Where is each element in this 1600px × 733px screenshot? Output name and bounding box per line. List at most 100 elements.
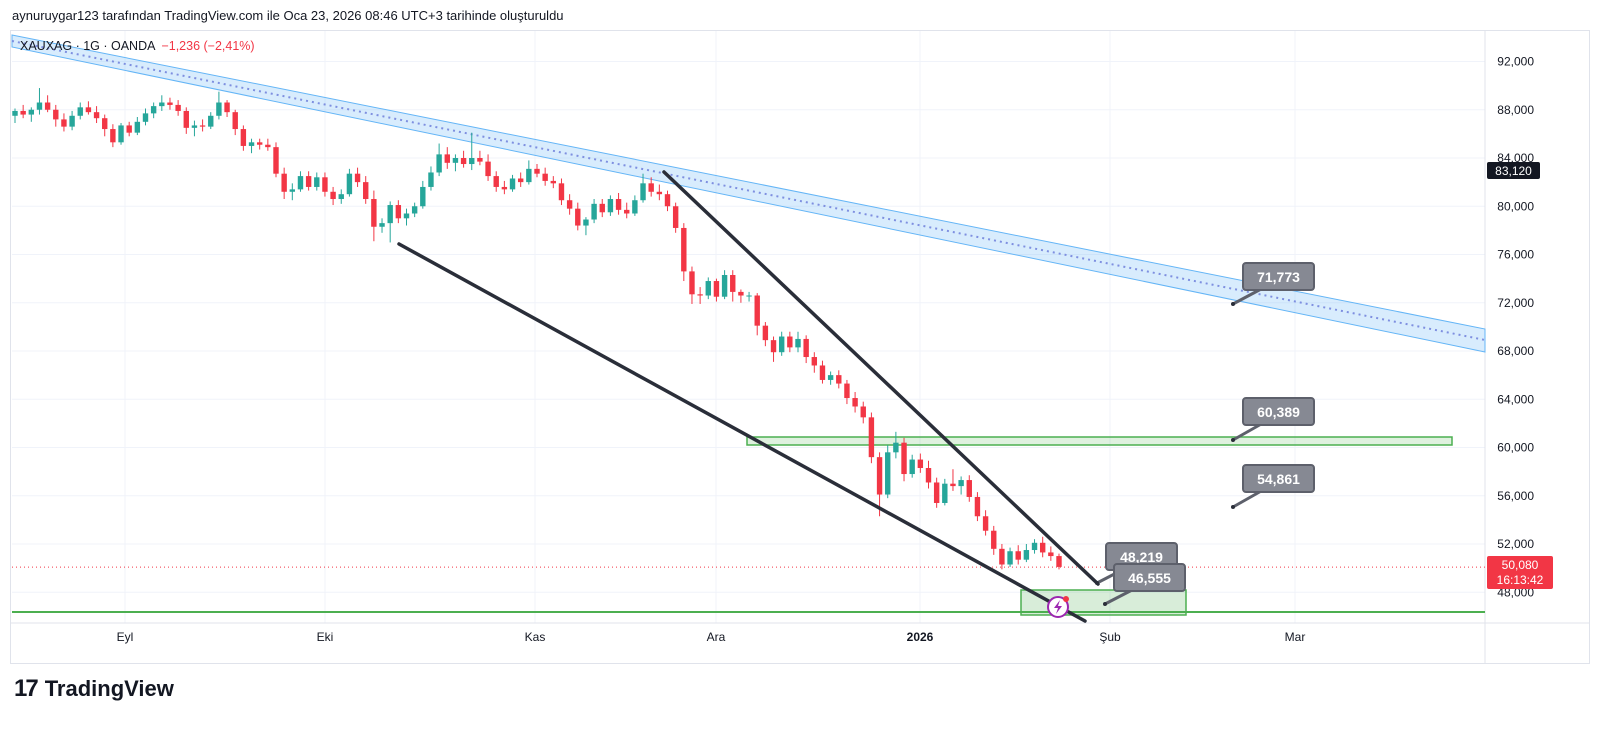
callout-text: 71,773 <box>1257 269 1300 285</box>
countdown-text: 16:13:42 <box>1497 573 1544 587</box>
symbol-legend[interactable]: XAUXAG · 1G · OANDA −1,236 (−2,41%) <box>20 39 255 53</box>
candle-body <box>517 178 524 183</box>
x-tick-label: 2026 <box>907 630 934 644</box>
callout-text: 54,861 <box>1257 471 1300 487</box>
channel-midline <box>11 40 1486 341</box>
tradingview-brand[interactable]: 17 TradingView <box>14 675 174 703</box>
candle-body <box>624 209 630 214</box>
candle-body <box>991 530 997 549</box>
candle-body <box>640 183 646 201</box>
candle-body <box>248 142 255 146</box>
candle-body <box>566 200 573 209</box>
channel-price-label: 83,120 <box>1487 162 1540 179</box>
callout-box <box>1242 464 1315 493</box>
channel-band <box>11 34 1486 353</box>
callout-anchor <box>1231 438 1235 442</box>
callout-anchor <box>1231 505 1235 509</box>
callout-box <box>1242 397 1315 426</box>
candle-body <box>599 203 605 213</box>
x-tick-label: Eki <box>317 630 334 644</box>
candle-body <box>1039 542 1046 553</box>
candle-body <box>1048 552 1054 557</box>
y-tick-label: 68,000 <box>1497 344 1534 358</box>
candle-body <box>175 104 181 111</box>
candle-body <box>787 336 793 348</box>
candle-body <box>974 496 981 517</box>
falling-wedge <box>397 170 1100 623</box>
candle-body <box>1015 551 1021 560</box>
candle-body <box>689 271 695 295</box>
candle-body <box>509 178 516 190</box>
candle-body <box>942 483 948 503</box>
resistance-zone <box>746 436 1453 446</box>
candle-body <box>591 203 597 220</box>
candle-body <box>142 113 149 122</box>
x-tick-label: Eyl <box>117 630 134 644</box>
symbol-label[interactable]: XAUXAG · 1G · OANDA <box>20 39 156 53</box>
price-callout[interactable]: 46,555 <box>1103 563 1186 606</box>
y-tick-label: 56,000 <box>1497 489 1534 503</box>
candle-body <box>208 115 214 127</box>
current-price-bg <box>1487 556 1553 589</box>
candle-body <box>534 168 540 174</box>
candle-body <box>411 206 418 214</box>
candle-body <box>469 158 475 165</box>
candle-body <box>550 180 557 184</box>
candle-body <box>868 417 875 458</box>
candle-body <box>958 480 964 487</box>
candle-body <box>183 110 189 128</box>
y-tick-label: 80,000 <box>1497 199 1534 213</box>
candle-body <box>999 548 1005 565</box>
y-tick-label: 88,000 <box>1497 103 1534 117</box>
candle-body <box>632 200 638 214</box>
y-tick-label: 84,000 <box>1497 151 1534 165</box>
candle-body <box>93 112 100 119</box>
callout-text: 60,389 <box>1257 404 1300 420</box>
candle-body <box>754 295 760 326</box>
y-tick-label: 92,000 <box>1497 55 1534 69</box>
y-tick-label: 60,000 <box>1497 441 1534 455</box>
candle-body <box>61 119 67 127</box>
candle-body <box>265 144 271 148</box>
y-tick-label: 64,000 <box>1497 392 1534 406</box>
chart-frame[interactable] <box>10 30 1590 664</box>
candle-body <box>933 482 940 503</box>
event-lightning-icon[interactable] <box>1047 596 1069 618</box>
candle-body <box>803 338 809 358</box>
candle-body <box>1023 550 1030 560</box>
candle-body <box>860 406 866 418</box>
candle-body <box>167 102 173 105</box>
candle-body <box>681 227 687 272</box>
lightning-bolt <box>1054 600 1062 614</box>
price-callout[interactable]: 54,861 <box>1231 464 1315 509</box>
candle-body <box>721 275 728 297</box>
candle-body <box>738 291 744 296</box>
price-callout[interactable]: 60,389 <box>1231 397 1315 442</box>
channel-price-text: 83,120 <box>1495 164 1532 178</box>
candle-body <box>493 176 499 187</box>
candle-body <box>379 223 385 227</box>
price-callout[interactable]: 71,773 <box>1231 262 1315 306</box>
candle-body <box>966 480 972 497</box>
x-tick-label: Mar <box>1285 630 1306 644</box>
grid-lines <box>12 31 1485 623</box>
candle-body <box>811 357 818 366</box>
candle-body <box>452 158 459 163</box>
target-zone <box>1020 589 1187 616</box>
candle-body <box>314 177 320 187</box>
candle-body <box>876 457 883 495</box>
y-tick-label: 76,000 <box>1497 248 1534 262</box>
candle-body <box>795 338 801 348</box>
x-tick-label: Şub <box>1099 630 1121 644</box>
candle-body <box>36 102 43 110</box>
candle-body <box>1031 542 1038 551</box>
candle-body <box>778 336 785 353</box>
candle-body <box>436 154 442 173</box>
candle-body <box>444 154 450 163</box>
tradingview-logo-icon: 17 <box>14 675 39 702</box>
candle-body <box>705 281 711 296</box>
candle-body <box>925 468 932 483</box>
candle-body <box>827 375 834 380</box>
